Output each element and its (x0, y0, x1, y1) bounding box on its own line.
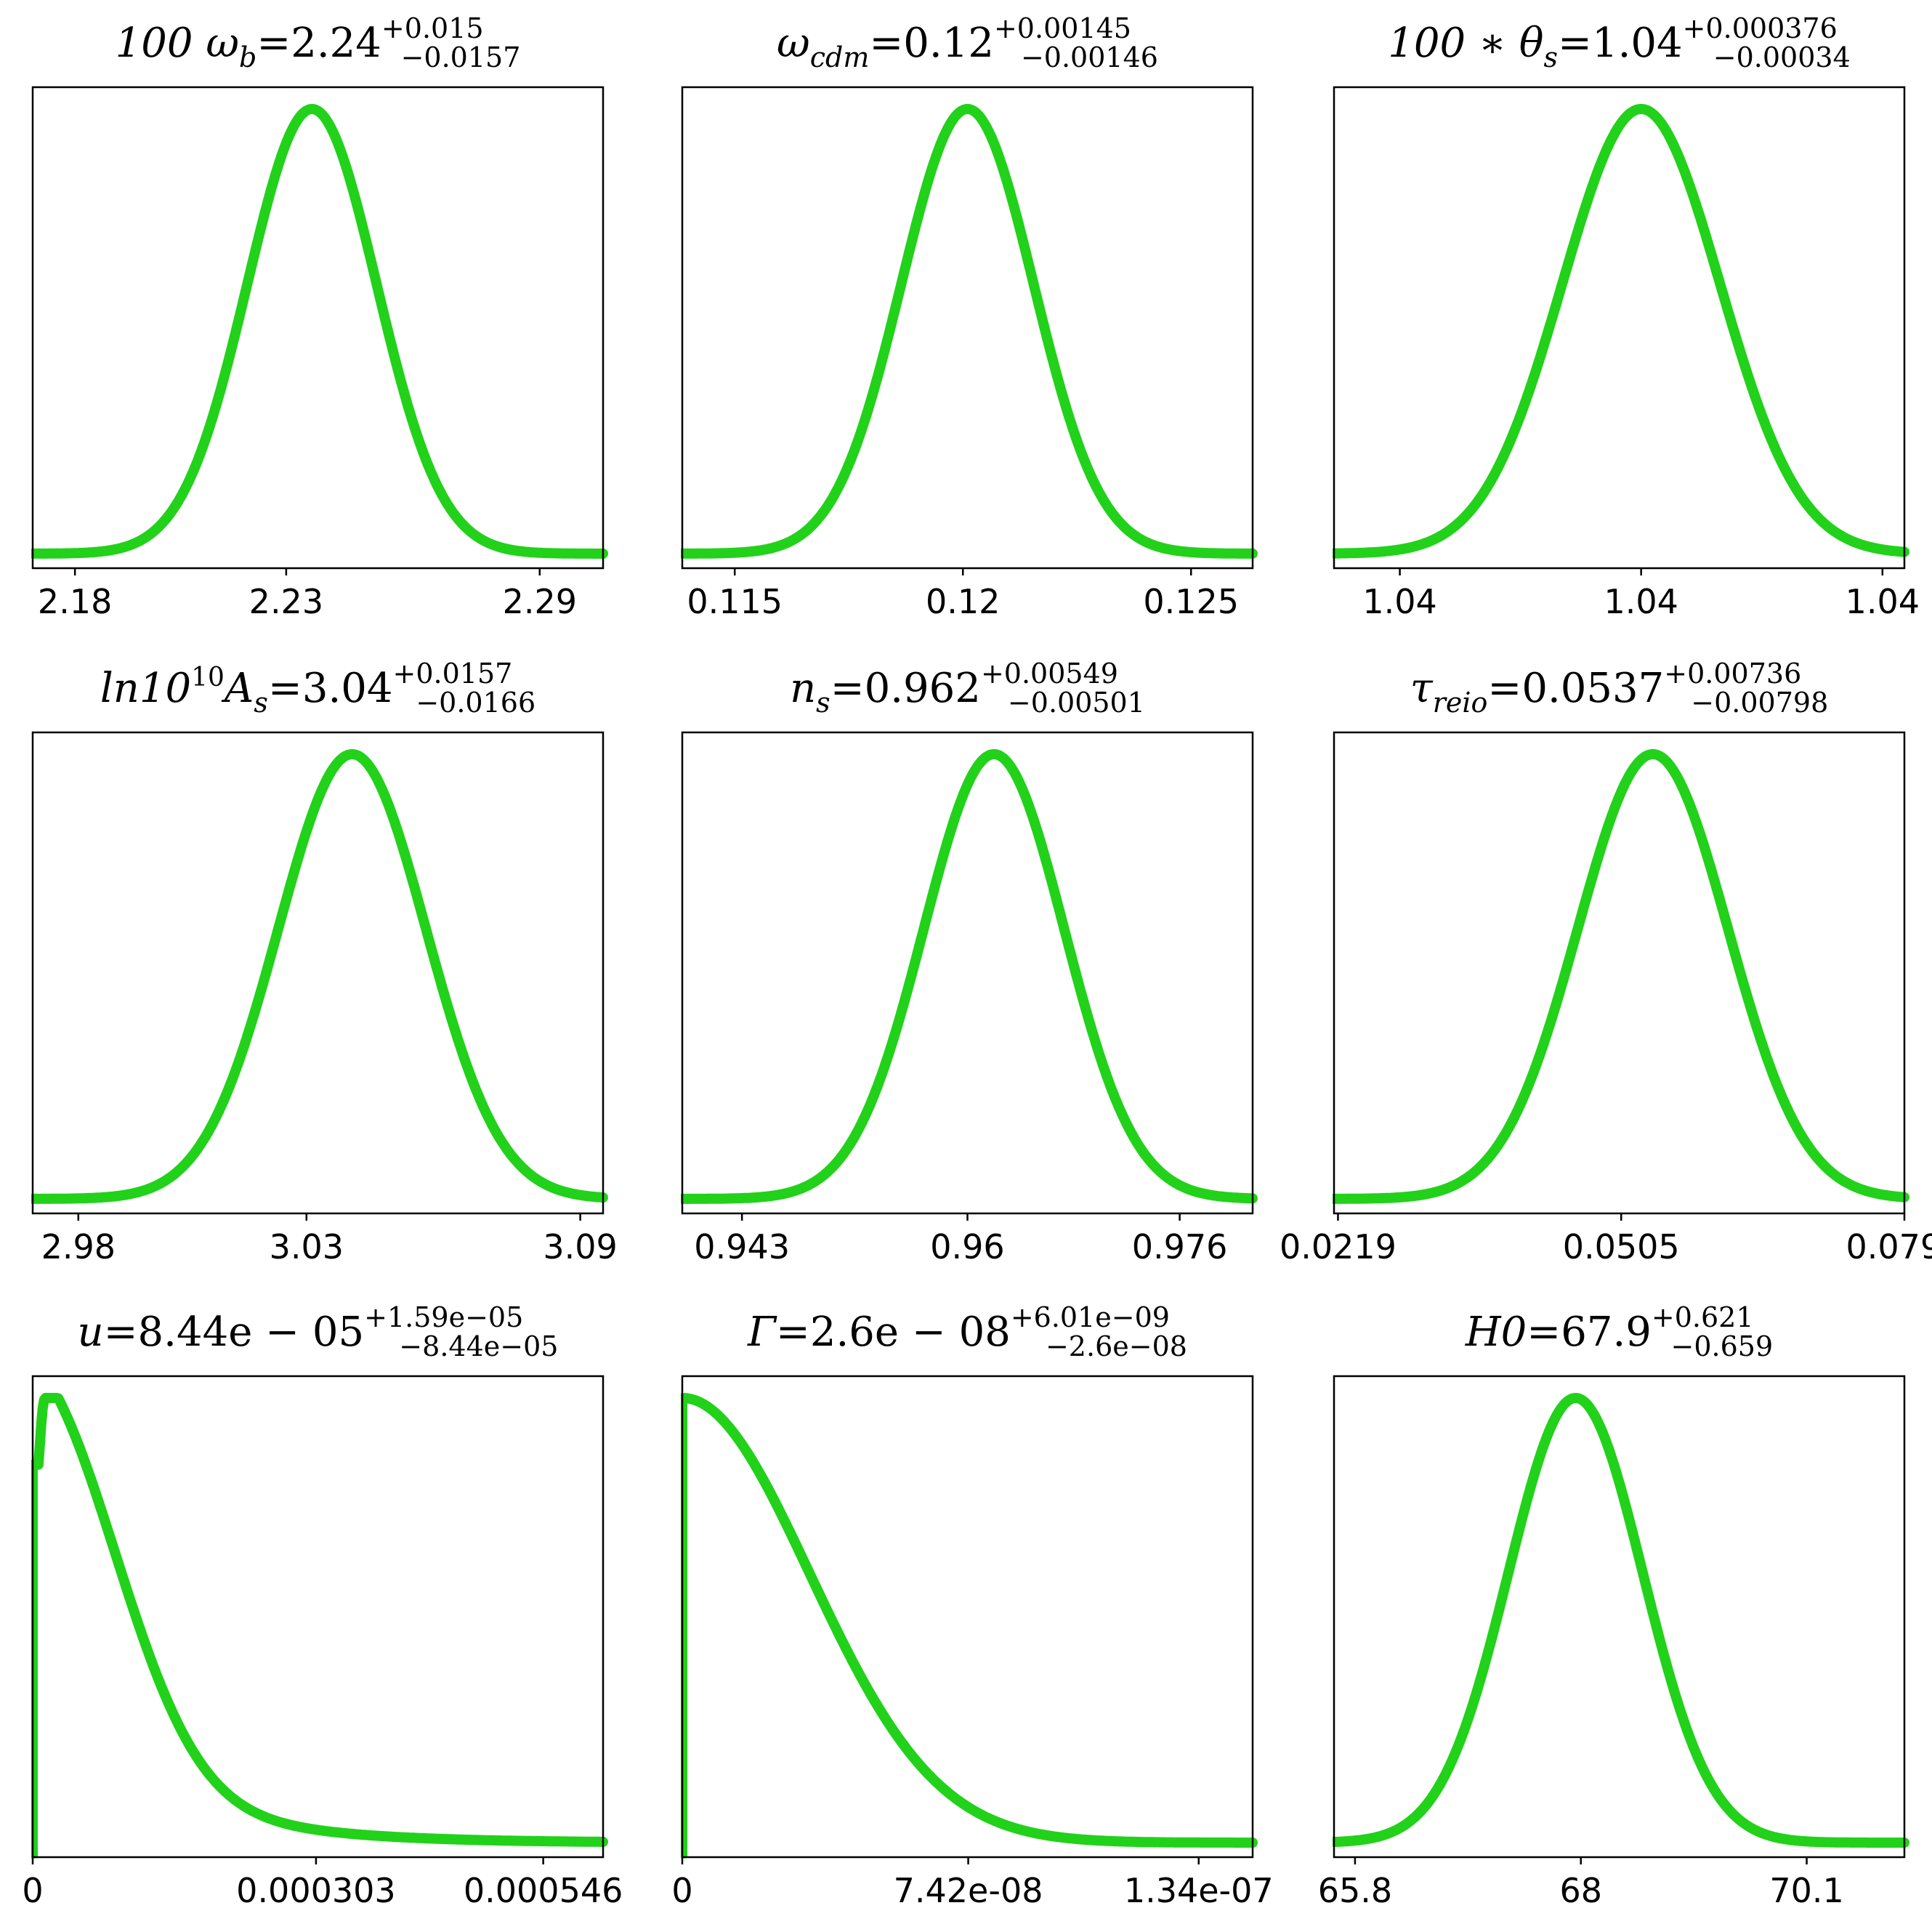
panel-title: H0=67.9+0.621 −0.659 (1465, 1301, 1773, 1362)
x-tick-label: 0.0791 (1846, 1227, 1932, 1266)
x-tick-label: 1.04 (1846, 582, 1920, 621)
panel-5: 0.943 0.96 0.976 ns=0.962+0.00549 −0.00501 (653, 658, 1282, 1266)
x-tick-label: 0.115 (687, 582, 783, 621)
posterior-curve (28, 1393, 608, 1861)
plot-frame (681, 1375, 1254, 1859)
posterior-curve (677, 1393, 1258, 1861)
x-tick-label: 2.18 (38, 582, 112, 621)
panel-title: Γ=2.6e − 08+6.01e−09 −2.6e−08 (747, 1301, 1187, 1362)
plot-frame (681, 86, 1254, 570)
panel-7: 0 0.000303 0.000546 u=8.44e − 05+1.59e−05 −8… (4, 1301, 632, 1910)
x-tick-label: 1.34e-07 (1124, 1871, 1274, 1910)
plot-frame (31, 731, 605, 1215)
x-tick-label: 7.42e-08 (894, 1871, 1043, 1910)
plot-frame (1333, 1375, 1906, 1859)
posterior-curve (1329, 749, 1909, 1204)
x-tick-label: 0.000546 (464, 1871, 623, 1910)
panel-title: τreio=0.0537+0.00736 −0.00798 (1410, 658, 1829, 719)
x-tick-label: 1.04 (1604, 582, 1678, 621)
x-tick-label: 0 (22, 1871, 43, 1910)
posterior-curve (677, 104, 1258, 559)
x-tick-label: 1.04 (1362, 582, 1436, 621)
plot-frame (1333, 86, 1906, 570)
x-tick-label: 0.96 (930, 1227, 1004, 1266)
x-tick-label: 2.23 (249, 582, 323, 621)
panel-8: 0 7.42e-08 1.34e-07 Γ=2.6e − 08+6.01e−09 −2.… (653, 1301, 1282, 1910)
panel-1: 2.18 2.23 2.29 100 ωb=2.24+0.015 −0.0157 (4, 12, 632, 621)
panel-2: 0.115 0.12 0.125 ωcdm=0.12+0.00145 −0.00146 (653, 12, 1282, 621)
panel-title: 100 ∗ θs=1.04+0.000376 −0.00034 (1388, 12, 1851, 73)
x-tick-label: 65.8 (1318, 1871, 1392, 1910)
panel-4: 2.98 3.03 3.09 ln1010As=3.04+0.0157 −0.0166 (4, 658, 632, 1266)
x-tick-label: 0.976 (1132, 1227, 1228, 1266)
x-tick-label: 0.125 (1143, 582, 1239, 621)
posterior-curve (1329, 1393, 1909, 1848)
plot-frame (1333, 731, 1906, 1215)
posterior-curve (1329, 104, 1909, 559)
panel-title: 100 ωb=2.24+0.015 −0.0157 (116, 12, 521, 73)
x-tick-label: 0.12 (926, 582, 1000, 621)
panel-title: u=8.44e − 05+1.59e−05 −8.44e−05 (78, 1301, 559, 1362)
panel-9: 65.8 68 70.1 H0=67.9+0.621 −0.659 (1305, 1301, 1932, 1910)
posterior-curve (28, 104, 608, 559)
panel-title: ns=0.962+0.00549 −0.00501 (790, 658, 1145, 719)
plot-frame (31, 1375, 605, 1859)
plot-frame (31, 86, 605, 570)
panel-3: 1.04 1.04 1.04 100 ∗ θs=1.04+0.000376 −0.000… (1305, 12, 1932, 621)
x-tick-label: 3.09 (543, 1227, 617, 1266)
x-tick-label: 0.0219 (1280, 1227, 1397, 1266)
posterior-curve (28, 749, 608, 1204)
x-tick-label: 3.03 (270, 1227, 344, 1266)
x-tick-label: 0 (671, 1871, 692, 1910)
panel-6: 0.0219 0.0505 0.0791 τreio=0.0537+0.00736−0… (1280, 658, 1932, 1266)
x-tick-label: 70.1 (1769, 1871, 1843, 1910)
x-tick-label: 0.0505 (1563, 1227, 1680, 1266)
x-tick-label: 0.943 (694, 1227, 790, 1266)
x-tick-label: 2.98 (41, 1227, 116, 1266)
panel-title: ωcdm=0.12+0.00145 −0.00146 (777, 12, 1158, 73)
posterior-curve (677, 749, 1258, 1204)
panel-title: ln1010As=3.04+0.0157 −0.0166 (100, 658, 535, 719)
x-tick-label: 68 (1559, 1871, 1602, 1910)
x-tick-label: 0.000303 (236, 1871, 396, 1910)
plot-frame (681, 731, 1254, 1215)
x-tick-label: 2.29 (503, 582, 577, 621)
